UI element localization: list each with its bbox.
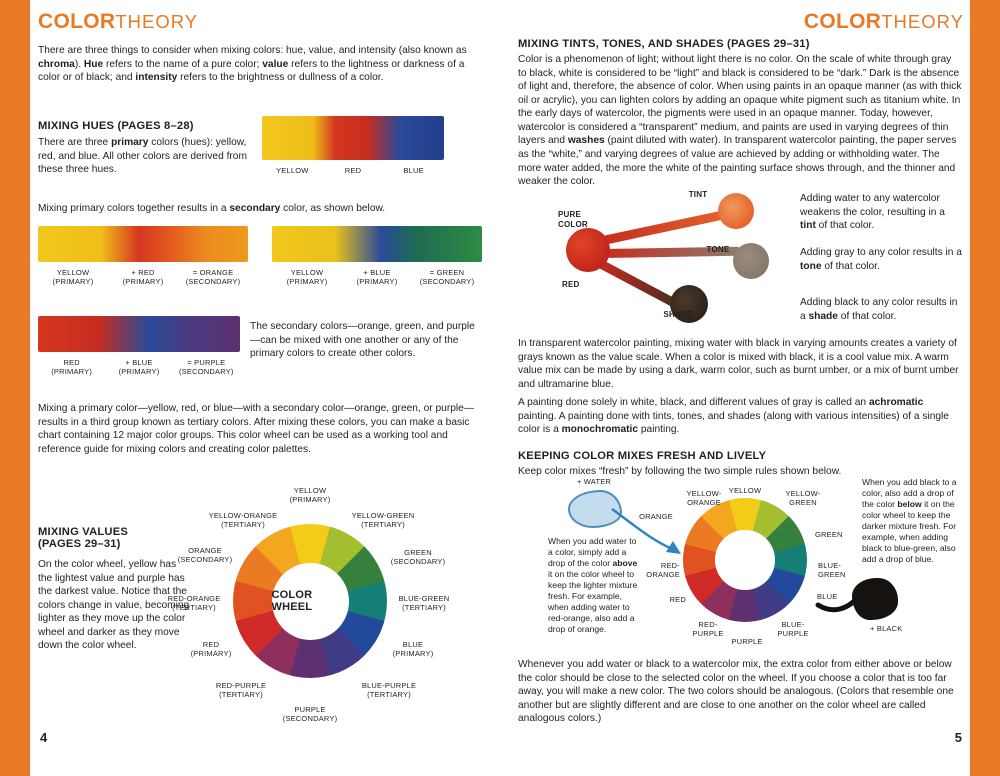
color-wheel: COLOR WHEEL [233,524,387,678]
tone-label: TONE [706,245,730,254]
page-number-right: 5 [954,730,962,745]
black-blob [852,578,898,620]
label-blue: BLUE [403,166,424,175]
mix-orange-swatch [38,226,248,262]
sm-label-yellow-green: YELLOW- GREEN [785,489,821,508]
sm-label-blue-green: BLUE- GREEN [818,561,846,580]
secondary-note: The secondary colors—orange, green, and … [250,321,475,360]
right-page: COLORTHEORY MIXING TINTS, TONES, AND SHA… [518,0,964,776]
sm-label-yellow: YELLOW [728,486,762,495]
title-theory-right: THEORY [881,11,964,32]
wheel-label-yellow-orange: YELLOW-ORANGE (TERTIARY) [208,511,278,530]
pure-color-blob [566,228,610,272]
color-wheel-center: COLOR WHEEL [271,562,349,640]
water-label: + WATER [576,477,612,486]
black-label: + BLACK [870,624,903,633]
mix-orange-label-1: YELLOW (PRIMARY) [52,268,94,287]
wheel-label-purple: PURPLE (SECONDARY) [282,705,338,724]
wheel-label-red: RED (PRIMARY) [190,640,232,659]
small-color-wheel [683,498,807,622]
mix-purple-label-1: RED (PRIMARY) [51,358,93,377]
pure-color-label: PURE COLOR [558,210,588,229]
sm-label-green: GREEN [815,530,843,539]
tints-body: Color is a phenomenon of light; without … [518,54,962,188]
left-page: COLORTHEORY There are three things to co… [38,0,485,776]
wheel-label-red-orange: RED-ORANGE (TERTIARY) [167,594,221,613]
mix-green-labels: YELLOW (PRIMARY) + BLUE (PRIMARY) = GREE… [272,268,482,287]
tint-label: TINT [688,190,708,199]
mix-purple-label-2: + BLUE (PRIMARY) [118,358,160,377]
wheel-label-blue: BLUE (PRIMARY) [392,640,434,659]
sm-label-red-orange: RED- ORANGE [646,561,680,580]
wheel-label-red-purple: RED-PURPLE (TERTIARY) [215,681,267,700]
sm-label-red-purple: RED- PURPLE [692,620,724,639]
page-title: COLORTHEORY [38,10,198,34]
mixing-values-body: On the color wheel, yellow has the light… [38,559,190,652]
sm-label-purple: PURPLE [731,637,763,646]
sm-label-blue-purple: BLUE- PURPLE [777,620,809,639]
fresh-heading: KEEPING COLOR MIXES FRESH AND LIVELY [518,450,767,462]
label-red: RED [344,166,362,175]
mix-green-label-2: + BLUE (PRIMARY) [356,268,398,287]
wheel-label-blue-purple: BLUE-PURPLE (TERTIARY) [361,681,417,700]
sm-label-yellow-orange: YELLOW- ORANGE [686,489,722,508]
left-margin-band [0,0,30,776]
achromatic-paragraph: A painting done solely in white, black, … [518,397,949,436]
intro-paragraph: There are three things to consider when … [38,45,467,84]
closing-paragraph: Whenever you add water or black to a wat… [518,659,954,725]
tint-note: Adding water to any watercolor weakens t… [800,193,945,232]
mix-purple-swatch [38,316,240,352]
page-number-left: 4 [40,730,48,745]
shade-blob [670,285,708,323]
tone-note: Adding gray to any color results in a to… [800,247,962,272]
title-theory: THEORY [115,11,199,32]
right-margin-band [970,0,1000,776]
mixing-hues-body: There are three primary colors (hues): y… [38,137,247,176]
mix-orange-label-3: = ORANGE (SECONDARY) [185,268,241,287]
sm-label-red: RED [669,595,686,604]
color-wheel-center-label: COLOR WHEEL [271,589,313,613]
orange-callout-label: ORANGE [634,512,678,522]
title-color: COLOR [38,10,116,33]
mix-green-label-1: YELLOW (PRIMARY) [286,268,328,287]
wheel-label-green: GREEN (SECONDARY) [390,548,446,567]
page-title-right: COLORTHEORY [804,10,964,34]
red-label: RED [562,280,580,289]
mix-orange-label-2: + RED (PRIMARY) [122,268,164,287]
mixing-hues-heading: MIXING HUES (PAGES 8–28) [38,120,194,132]
wheel-label-orange: ORANGE (SECONDARY) [177,546,233,565]
shade-label: SHADE [663,310,693,319]
title-color-right: COLOR [803,10,882,33]
mix-purple-label-3: = PURPLE (SECONDARY) [179,358,234,377]
value-scale-paragraph: In transparent watercolor painting, mixi… [518,338,959,390]
water-note: When you add water to a color, simply ad… [548,536,638,634]
mix-green-label-3: = GREEN (SECONDARY) [419,268,475,287]
primary-colors-swatch [262,116,444,160]
water-arrow [611,507,681,554]
mix-green-swatch [272,226,482,262]
wheel-label-yellow: YELLOW (PRIMARY) [289,486,331,505]
mix-orange-labels: YELLOW (PRIMARY) + RED (PRIMARY) = ORANG… [38,268,248,287]
label-yellow: YELLOW [276,166,309,175]
tint-blob [718,193,754,229]
black-note: When you add black to a color, also add … [862,477,957,564]
small-wheel-hole [715,530,775,590]
secondary-intro: Mixing primary colors together results i… [38,203,386,214]
tint-arm [602,210,727,245]
tints-heading: MIXING TINTS, TONES, AND SHADES (PAGES 2… [518,38,810,50]
mixing-values-heading: MIXING VALUES (PAGES 29–31) [38,526,129,550]
wheel-label-blue-green: BLUE-GREEN (TERTIARY) [398,594,450,613]
mix-purple-labels: RED (PRIMARY) + BLUE (PRIMARY) = PURPLE … [38,358,240,377]
shade-note: Adding black to any color results in a s… [800,297,958,322]
sm-label-blue: BLUE [817,592,838,601]
primary-swatch-labels: YELLOW RED BLUE [262,166,444,175]
wheel-label-yellow-green: YELLOW-GREEN (TERTIARY) [351,511,415,530]
fresh-intro: Keep color mixes “fresh” by following th… [518,466,842,477]
tone-blob [733,243,769,279]
tertiary-paragraph: Mixing a primary color—yellow, red, or b… [38,403,474,455]
